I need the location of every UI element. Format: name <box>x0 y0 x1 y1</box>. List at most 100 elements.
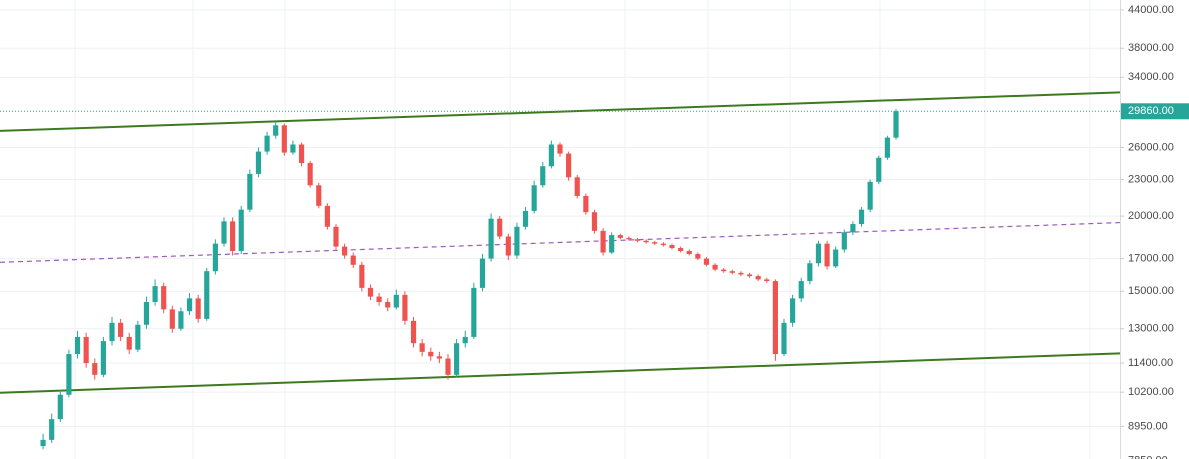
candle-body <box>247 173 253 210</box>
candle-body <box>462 336 468 344</box>
candle-body <box>841 232 847 250</box>
candle-body <box>721 269 727 272</box>
time-grid <box>74 0 1091 459</box>
candle-body <box>798 281 804 299</box>
candle-body <box>488 218 494 259</box>
candle-body <box>660 243 666 246</box>
candle-body <box>393 294 399 308</box>
candle-body <box>436 356 442 359</box>
candle-body <box>385 302 391 308</box>
candle-body <box>49 419 55 440</box>
candle-body <box>634 239 641 241</box>
candle-body <box>83 336 89 364</box>
candle-body <box>195 298 201 319</box>
candle-body <box>772 281 778 355</box>
candle-body <box>617 235 623 238</box>
candle-body <box>419 343 425 352</box>
candle-body <box>238 209 244 252</box>
candle-body <box>600 230 606 253</box>
candle-body <box>342 246 348 256</box>
candle-body <box>514 226 520 256</box>
candle-body <box>652 242 658 244</box>
candle-body <box>712 264 718 270</box>
y-tick-label: 38000.00 <box>1128 42 1174 54</box>
candle-body <box>729 271 735 273</box>
candle-body <box>505 236 511 256</box>
candle-body <box>609 235 615 253</box>
candle-body <box>790 298 796 323</box>
candle-body <box>402 294 408 321</box>
candle-body <box>273 125 279 136</box>
candle-body <box>204 271 210 319</box>
candle-body <box>686 251 692 255</box>
candle-body <box>126 336 132 350</box>
candle-body <box>445 358 451 375</box>
candle-body <box>264 135 270 152</box>
candle-body <box>221 221 227 244</box>
candle-body <box>695 254 701 259</box>
candle-body <box>333 226 339 247</box>
y-tick-label: 10200.00 <box>1128 386 1174 398</box>
last-price-label: 29860.00 <box>1128 105 1174 117</box>
candle-body <box>92 363 98 375</box>
candle-body <box>824 243 830 267</box>
candle-body <box>428 351 434 357</box>
candle-body <box>298 144 305 164</box>
candle-body <box>833 249 839 267</box>
y-tick-label: 20000.00 <box>1128 210 1174 222</box>
candle-body <box>479 258 486 288</box>
trendline <box>0 221 1121 263</box>
candle-body <box>703 258 710 265</box>
candle-body <box>410 320 417 344</box>
candle-body <box>557 144 563 154</box>
candle-body <box>643 240 649 243</box>
candle-body <box>876 157 882 182</box>
y-tick-label: 26000.00 <box>1128 141 1174 153</box>
candle-body <box>66 354 72 395</box>
candle-body <box>281 125 287 153</box>
last-price-box <box>1121 103 1189 120</box>
candle-body <box>169 309 175 329</box>
candle-body <box>135 324 141 350</box>
candle-body <box>669 245 675 249</box>
candle-body <box>548 144 554 167</box>
candle-body <box>738 272 744 275</box>
y-tick-label: 34000.00 <box>1128 71 1174 83</box>
candle-body <box>161 286 167 310</box>
candle-body <box>678 248 684 252</box>
y-tick-label: 15000.00 <box>1128 285 1174 297</box>
candle-body <box>764 279 770 282</box>
candle-body <box>807 263 813 282</box>
candle-body <box>57 394 63 420</box>
candle-body <box>540 166 546 186</box>
candle-body <box>850 224 856 233</box>
trendline <box>0 91 1121 132</box>
candle-body <box>522 210 529 227</box>
y-tick-label: 23000.00 <box>1128 173 1174 185</box>
candle-body <box>531 185 537 211</box>
candle-body <box>100 341 106 375</box>
y-tick-label: 7850.00 <box>1128 455 1168 459</box>
candle-body <box>230 221 236 252</box>
candle-body <box>566 153 572 178</box>
candle-body <box>454 343 460 375</box>
candle-body <box>815 243 822 264</box>
candle-body <box>746 274 753 277</box>
candle-body <box>307 163 313 186</box>
candle-body <box>152 286 158 303</box>
y-tick-label: 8950.00 <box>1128 420 1168 432</box>
y-tick-label: 17000.00 <box>1128 253 1174 265</box>
y-tick-label: 44000.00 <box>1128 4 1174 16</box>
y-tick-label: 13000.00 <box>1128 323 1174 335</box>
candle-body <box>178 311 184 329</box>
candle-body <box>376 296 382 303</box>
candle-body <box>626 237 632 240</box>
candle-body <box>290 144 296 153</box>
candle-body <box>858 209 865 225</box>
candle-body <box>255 151 262 174</box>
trendline <box>0 352 1121 394</box>
candle-body <box>497 218 503 237</box>
y-tick-label: 11400.00 <box>1128 357 1173 369</box>
